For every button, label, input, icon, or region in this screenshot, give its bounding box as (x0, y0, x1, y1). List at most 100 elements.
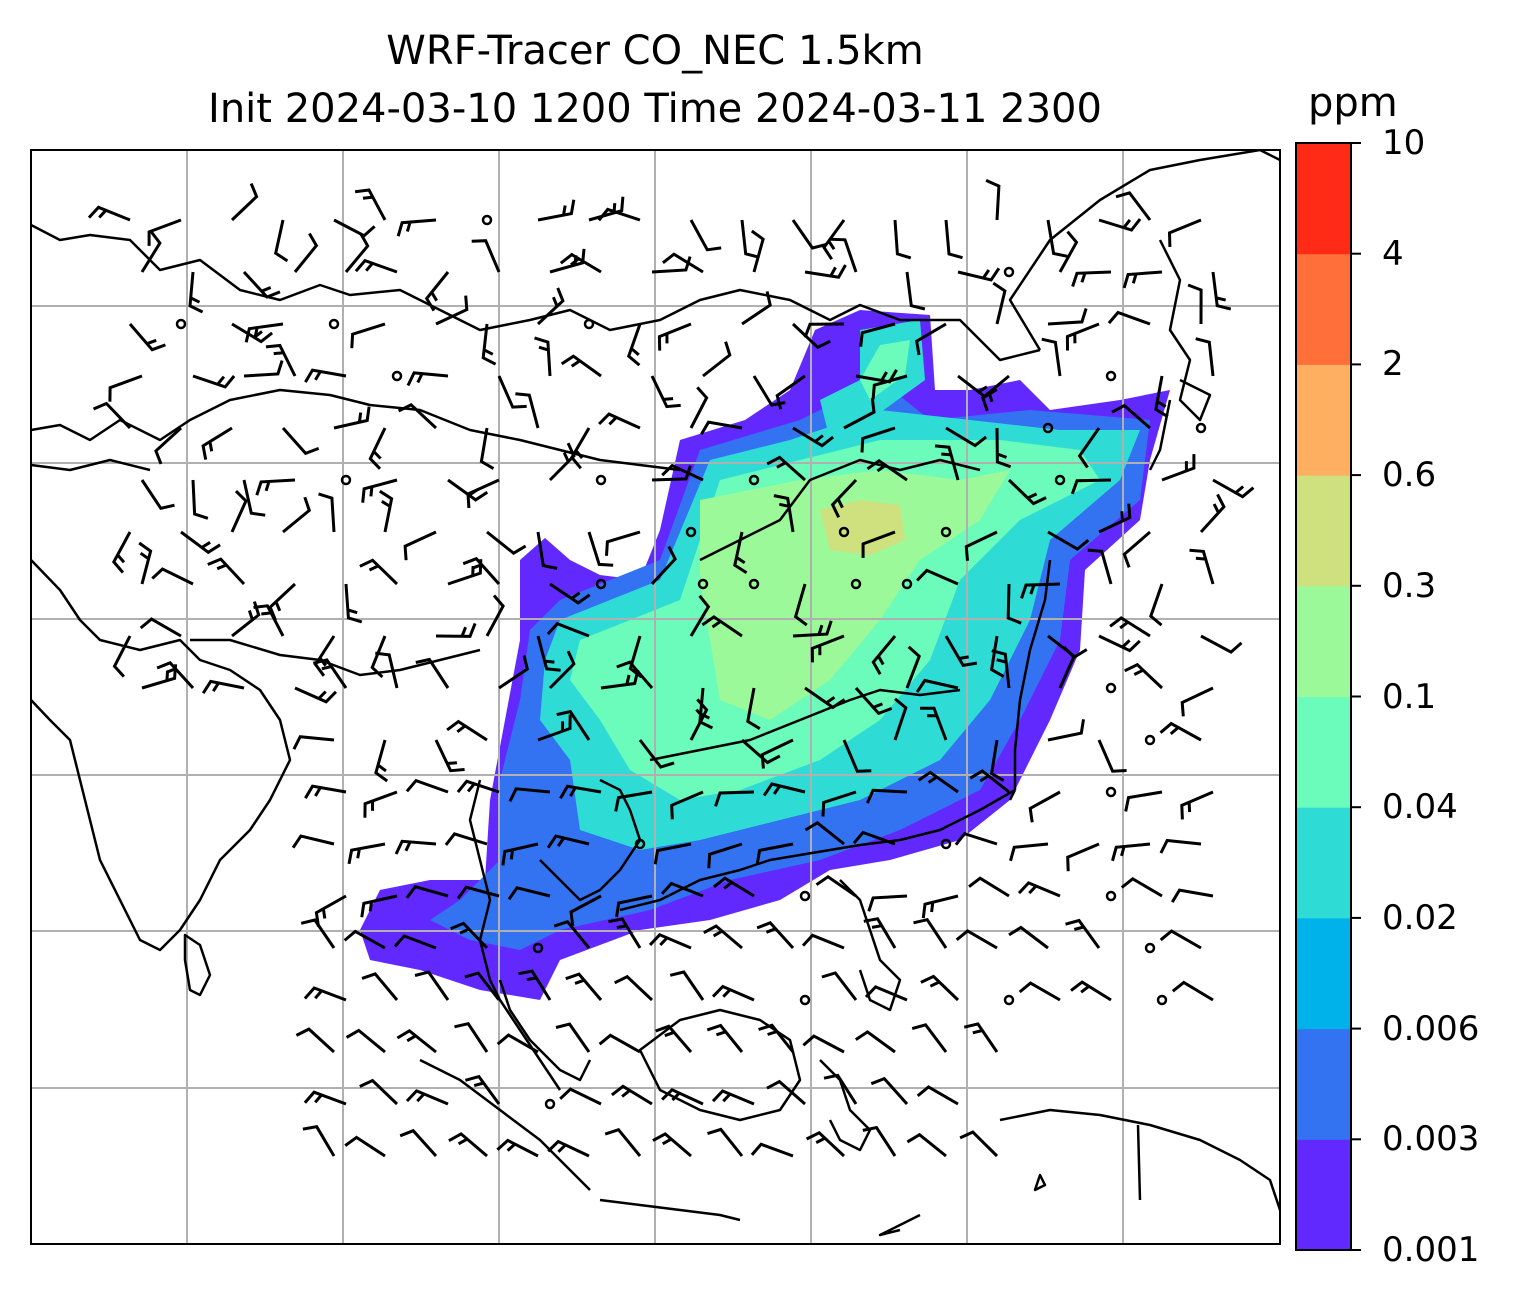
wind-barb (917, 770, 959, 794)
colorbar-band (1296, 807, 1351, 919)
wind-barb (701, 615, 743, 638)
wind-barb (486, 530, 527, 556)
wind-barb (354, 258, 398, 274)
wind-barb (375, 651, 399, 689)
wind-barb (766, 455, 806, 482)
wind-barb (201, 679, 245, 695)
wind-barb (1046, 219, 1068, 258)
wind-barb (537, 714, 572, 742)
wind-barb (359, 1078, 399, 1106)
calm-wind-marker (901, 578, 913, 590)
wind-barb (108, 374, 143, 402)
wind-barb (608, 917, 642, 949)
chart-title-line2: Init 2024-03-10 1200 Time 2024-03-11 230… (208, 86, 1102, 132)
colorbar-tick-label: 4 (1382, 233, 1404, 274)
calm-wind-marker (340, 474, 352, 486)
wind-barb (741, 738, 781, 765)
wind-barb (805, 1130, 846, 1158)
colorbar-tick-label: 0.001 (1382, 1230, 1480, 1270)
wind-barb (333, 406, 371, 430)
wind-barb (1047, 530, 1090, 551)
colorbar-band (1296, 364, 1351, 476)
wind-barb (518, 969, 552, 1001)
wind-barb (821, 790, 857, 817)
wind-barb (651, 256, 692, 274)
wind-barb (548, 442, 576, 482)
colorbar-ticks (1351, 142, 1361, 1251)
wind-barb (655, 1024, 693, 1053)
wind-barb (537, 199, 576, 222)
wind-barb (370, 635, 387, 679)
wind-barb (775, 374, 806, 410)
malay-peninsula (498, 979, 592, 1082)
wind-barb (711, 984, 755, 1002)
wind-barb (361, 972, 399, 1001)
wind-barb (559, 784, 602, 800)
wind-barb (760, 738, 794, 769)
wind-barb (1211, 271, 1232, 311)
wind-barb (766, 1079, 806, 1106)
wind-barb (444, 832, 488, 846)
plume-north-branch-inner (860, 340, 910, 400)
wind-barb (815, 874, 857, 898)
wind-barb (534, 336, 552, 377)
wind-barb (1098, 503, 1132, 534)
wind-barb (498, 655, 529, 690)
wind-barb (871, 635, 897, 676)
wind-barb (992, 281, 1007, 325)
wind-barb (615, 894, 653, 918)
wind-barb (587, 531, 614, 567)
calm-wind-marker (748, 474, 760, 486)
wind-barb (1071, 270, 1112, 287)
wind-barb (733, 531, 748, 575)
wind-barb (605, 530, 641, 556)
wind-barb (669, 970, 705, 1001)
calm-wind-marker (1003, 266, 1015, 278)
wind-barb (1020, 582, 1061, 599)
wind-barb (604, 1127, 642, 1157)
wind-barb (870, 1076, 909, 1105)
china-east-coast (1013, 559, 1052, 790)
calm-wind-marker (838, 526, 850, 538)
timor (878, 1213, 921, 1237)
wind-barb (560, 354, 602, 378)
philippines (839, 879, 902, 1012)
wind-barb (1122, 530, 1151, 568)
northeast-coast (1008, 150, 1280, 351)
wind-barb (507, 886, 551, 901)
wind-barb (915, 678, 959, 693)
wind-barb (559, 1087, 602, 1106)
calm-wind-marker (1054, 474, 1066, 486)
wind-barb (405, 884, 449, 899)
wind-barb (866, 788, 908, 804)
wind-barb (598, 412, 641, 430)
colorbar-band (1296, 253, 1351, 365)
wind-barb (1041, 337, 1062, 377)
wind-barb (1077, 427, 1101, 469)
wind-barb (1212, 478, 1255, 499)
wind-barb (1149, 583, 1164, 627)
wind-barb (147, 218, 182, 246)
wind-barb (1018, 981, 1061, 1002)
wind-barb (318, 492, 336, 533)
wind-barb (1159, 838, 1202, 854)
wind-barb (414, 970, 450, 1001)
taiwan (1008, 789, 1017, 801)
wind-barb (1009, 842, 1049, 862)
wind-barb (750, 1142, 794, 1158)
wind-barb (1070, 478, 1112, 495)
wind-barb (804, 686, 846, 710)
wind-barb (616, 660, 654, 689)
india-outline (31, 559, 292, 952)
wind-barb (1066, 842, 1100, 872)
wind-barb (548, 650, 576, 690)
borneo (638, 1008, 802, 1122)
wind-barb (752, 375, 786, 407)
calm-wind-marker (697, 578, 709, 590)
wind-barb (359, 558, 399, 586)
wind-barb (866, 458, 908, 482)
wind-barb (610, 1084, 653, 1106)
wind-barb (303, 986, 347, 1002)
wind-barb (151, 567, 194, 586)
